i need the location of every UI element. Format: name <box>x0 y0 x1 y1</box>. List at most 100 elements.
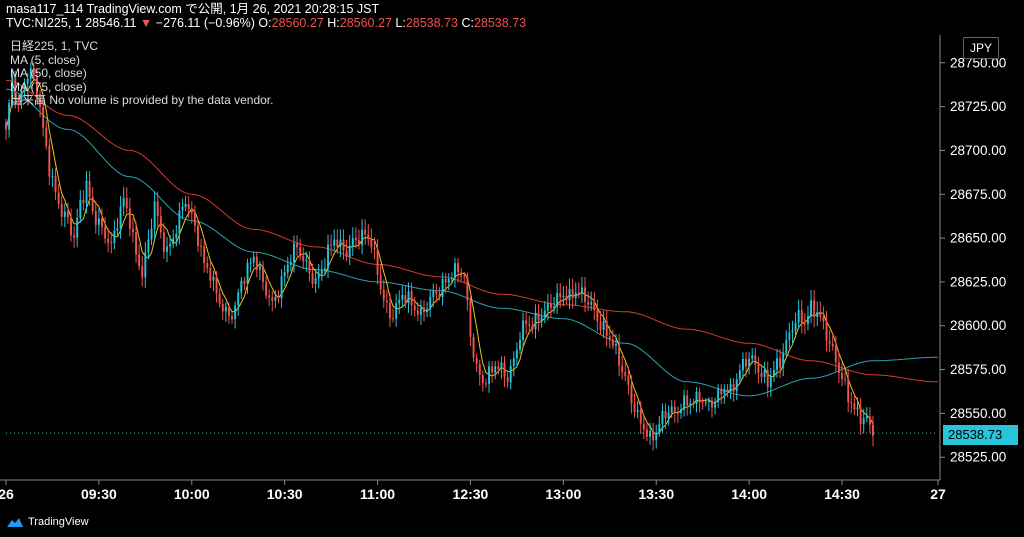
candle-body <box>537 313 540 321</box>
candle-body <box>624 371 627 377</box>
candle <box>88 171 91 206</box>
legend-ma5[interactable]: MA (5, close) <box>10 52 81 67</box>
candle-body <box>36 76 38 97</box>
candle-body <box>388 302 391 319</box>
candle <box>680 403 682 419</box>
legend-ma50[interactable]: MA (50, close) <box>10 66 87 80</box>
ohlc-row: TVC:NI225, 1 28546.11 ▼ −276.11 (−0.96%)… <box>6 16 1016 30</box>
candle-body <box>726 389 729 392</box>
candle <box>608 325 611 349</box>
candle-body <box>528 324 531 326</box>
candle <box>224 302 227 322</box>
candle <box>639 401 642 434</box>
candle-body <box>463 276 466 278</box>
candle <box>172 229 175 249</box>
currency-button[interactable]: JPY <box>963 37 999 59</box>
candle-body <box>689 403 692 406</box>
candle-body <box>599 321 602 331</box>
candle-body <box>283 272 286 277</box>
candle-body <box>481 375 484 384</box>
candle-body <box>187 204 190 210</box>
time-tick-label: 09:30 <box>81 486 117 502</box>
candle-body <box>701 401 704 403</box>
candle-body <box>633 403 636 412</box>
candle-body <box>116 228 119 231</box>
candle-body <box>197 225 199 246</box>
candle <box>537 304 540 332</box>
candle <box>314 268 317 293</box>
candle-body <box>234 305 237 320</box>
candle-body <box>156 201 159 217</box>
candle-body <box>73 235 76 238</box>
candle-body <box>655 432 658 441</box>
candle-body <box>336 239 339 247</box>
candle-body <box>193 213 196 226</box>
candle <box>450 272 453 285</box>
candle <box>206 256 209 274</box>
candle-body <box>515 349 518 359</box>
candle-body <box>791 330 794 333</box>
legend-series[interactable]: 日経225, 1, TVC <box>10 39 99 53</box>
candle-body <box>280 276 283 299</box>
candle <box>655 424 658 449</box>
candle <box>828 330 831 353</box>
candle-body <box>150 228 153 240</box>
candle-body <box>844 379 847 381</box>
candle-body <box>45 127 48 146</box>
candle-body <box>472 336 475 358</box>
candle-body <box>299 247 302 257</box>
candle <box>104 216 107 244</box>
candle-body <box>286 264 289 273</box>
candle <box>70 208 72 242</box>
candle-body <box>426 309 429 313</box>
candle-body <box>252 256 255 263</box>
candle-body <box>509 366 512 383</box>
tradingview-logo[interactable]: TradingView <box>6 516 89 528</box>
candle-body <box>822 316 825 322</box>
candle-body <box>373 247 376 250</box>
candle-body <box>432 290 435 297</box>
candle-body <box>574 292 577 299</box>
candle-body <box>119 206 122 229</box>
candle-body <box>670 406 673 413</box>
candle-body <box>562 296 565 298</box>
price-tick-label: 28600.00 <box>950 318 1006 333</box>
candle-body <box>658 423 661 433</box>
candle <box>330 234 333 256</box>
candle <box>215 271 218 303</box>
candle <box>26 73 29 94</box>
candle-body <box>435 290 438 294</box>
candle-body <box>686 395 689 406</box>
candle <box>571 278 574 309</box>
candle <box>128 197 131 237</box>
candle-body <box>649 430 651 437</box>
candle-body <box>243 280 246 284</box>
candle-body <box>519 339 521 350</box>
candle <box>42 100 45 137</box>
candle <box>32 62 35 82</box>
candle-body <box>125 197 128 209</box>
candle-body <box>553 306 556 308</box>
candle <box>686 390 689 416</box>
candle-body <box>772 369 775 377</box>
candle <box>549 293 552 318</box>
candle-body <box>862 418 865 425</box>
candle <box>221 298 224 320</box>
candle <box>618 333 621 377</box>
candle-body <box>327 244 329 269</box>
candle-body <box>797 309 800 323</box>
legend-ma75[interactable]: MA (75, close) <box>10 79 87 94</box>
close-label: C: <box>461 16 474 30</box>
candle <box>633 393 636 418</box>
candle-body <box>221 303 224 312</box>
candle <box>565 285 568 305</box>
candle-body <box>707 400 710 402</box>
candle-body <box>26 78 29 84</box>
candle <box>605 310 608 347</box>
candle-body <box>522 320 525 340</box>
candle <box>636 400 639 419</box>
candle-body <box>580 287 583 294</box>
candle <box>512 351 515 377</box>
price-tick-label: 28675.00 <box>950 187 1006 202</box>
